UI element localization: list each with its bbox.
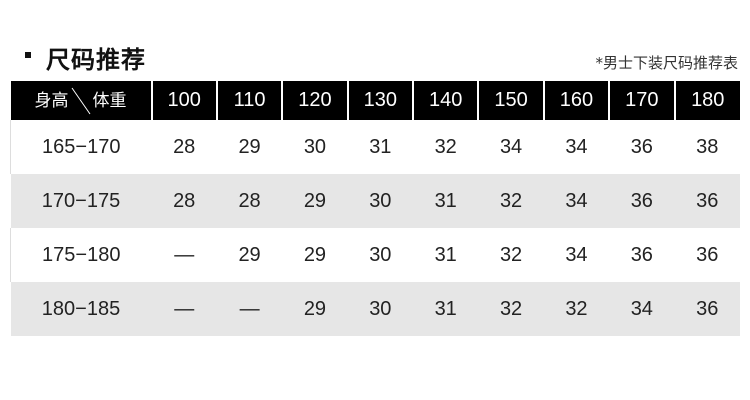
size-cell: 28 xyxy=(173,135,196,158)
size-cell: 36 xyxy=(696,243,719,266)
table-row: 175−180 — 29 29 30 31 32 34 36 36 xyxy=(10,228,741,282)
size-cell: 29 xyxy=(238,135,261,158)
table-row: 180−185— —29 30 31 32 32 34 36 xyxy=(10,282,740,336)
table-row: 165−170 28 29 30 31 32 34 34 36 38 xyxy=(10,120,741,174)
size-cell: 28 xyxy=(216,174,283,228)
size-cell: 34 xyxy=(609,282,675,336)
weight-header: 150 xyxy=(477,81,544,120)
diagonal-divider-icon xyxy=(71,87,90,114)
size-cell: 34 xyxy=(565,135,588,158)
weight-header: 140 xyxy=(411,81,479,120)
size-cell: 29 xyxy=(282,282,348,336)
size-cell: 31 xyxy=(413,282,479,336)
page-title: 尺码推荐 xyxy=(46,46,146,74)
size-cell: 30 xyxy=(347,174,413,228)
size-cell: 38 xyxy=(696,135,719,158)
size-cell: 32 xyxy=(434,135,457,158)
size-cell: 30 xyxy=(369,243,392,266)
weight-header: 170 xyxy=(608,81,675,120)
size-cell: 34 xyxy=(565,243,588,266)
size-cell: — xyxy=(216,282,283,336)
title-bullet-icon xyxy=(25,52,31,58)
header-row: 身高 体重 100 110 120 130 140 150 160 170 180 xyxy=(10,81,740,120)
size-cell: 34 xyxy=(499,135,523,158)
size-cell: 36 xyxy=(630,243,653,266)
size-cell: 31 xyxy=(369,135,392,158)
weight-header: 110 xyxy=(215,81,283,120)
corner-header: 身高 体重 xyxy=(10,81,152,120)
weight-header: 120 xyxy=(281,81,348,120)
height-range-cell: 175−180 xyxy=(10,228,152,282)
size-cell: 29 xyxy=(303,243,327,266)
weight-header: 160 xyxy=(542,81,610,120)
size-cell: 30 xyxy=(347,282,413,336)
height-range-cell: 180−185 xyxy=(10,282,152,336)
size-cell: 30 xyxy=(303,135,327,158)
size-cell: 31 xyxy=(434,243,457,266)
height-label: 身高 xyxy=(34,90,69,111)
size-cell: 31 xyxy=(413,174,479,228)
weight-label: 体重 xyxy=(92,90,127,111)
size-cell: — xyxy=(174,243,195,266)
weight-header: 130 xyxy=(346,81,413,120)
size-cell: 36 xyxy=(630,135,653,158)
table-note: *男士下装尺码推荐表 xyxy=(595,54,738,72)
size-cell: 36 xyxy=(674,282,740,336)
weight-header: 100 xyxy=(150,81,217,120)
size-cell: 28 xyxy=(151,174,217,228)
table-row: 170−175 28 28 29 30 31 32 34 36 36 xyxy=(10,174,740,228)
size-cell: 36 xyxy=(609,174,675,228)
size-cell: 29 xyxy=(282,174,348,228)
size-cell: 36 xyxy=(674,174,740,228)
size-cell: 32 xyxy=(478,282,544,336)
size-cell: 34 xyxy=(543,174,610,228)
size-cell: 32 xyxy=(478,174,544,228)
size-cell: 29 xyxy=(238,243,261,266)
size-cell: 32 xyxy=(543,282,610,336)
height-range-cell: 170−175 xyxy=(10,174,152,228)
size-cell: 32 xyxy=(499,243,523,266)
weight-header: 180 xyxy=(673,81,740,120)
height-range-cell: 165−170 xyxy=(10,120,152,174)
size-cell: — xyxy=(151,282,217,336)
size-chart-table: 身高 体重 100 110 120 130 140 150 160 170 180… xyxy=(10,81,740,336)
